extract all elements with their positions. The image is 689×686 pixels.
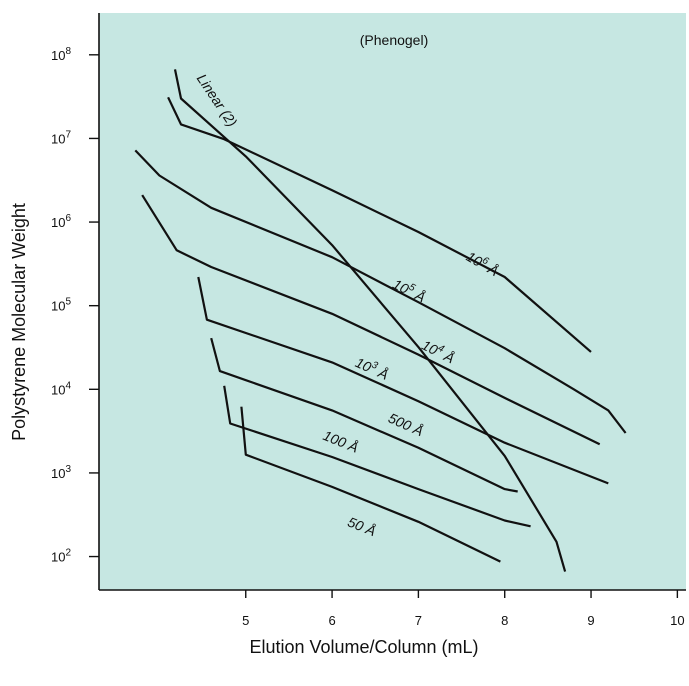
x-tick-label: 6 [328, 613, 335, 628]
curve-10 [197, 276, 609, 485]
curve-group [134, 69, 627, 572]
y-tick-label: 103 [51, 464, 71, 481]
y-tick-label: 107 [51, 129, 71, 146]
curve-label: 104 Å [419, 336, 457, 367]
curve-label: 105 Å [390, 275, 428, 306]
x-tick-label: 8 [501, 613, 508, 628]
x-tick-label: 5 [242, 613, 249, 628]
x-tick-group: 5 6 7 8 9 10 [242, 590, 685, 628]
curve-500 [210, 337, 518, 493]
chart-subtitle: (Phenogel) [360, 32, 429, 48]
x-tick-label: 10 [670, 613, 684, 628]
curve-linear-2 [173, 69, 567, 572]
y-tick-label: 104 [51, 380, 71, 397]
y-axis-title: Polystyrene Molecular Weight [9, 203, 29, 441]
x-axis-title: Elution Volume/Column (mL) [249, 637, 478, 657]
plot-background [99, 13, 686, 590]
y-tick-group: 102 103 104 105 106 107 108 [51, 46, 99, 565]
curve-10 [167, 96, 592, 353]
curve-10 [141, 194, 601, 446]
curve-label: 103 Å [353, 353, 391, 383]
x-tick-label: 9 [587, 613, 594, 628]
curve-50 [240, 406, 501, 563]
y-tick-label: 105 [51, 297, 71, 314]
curve-100 [223, 385, 531, 528]
y-tick-label: 102 [51, 548, 71, 565]
y-tick-label: 106 [51, 213, 71, 230]
x-tick-label: 7 [415, 613, 422, 628]
y-tick-label: 108 [51, 46, 71, 63]
curve-10 [134, 149, 627, 434]
